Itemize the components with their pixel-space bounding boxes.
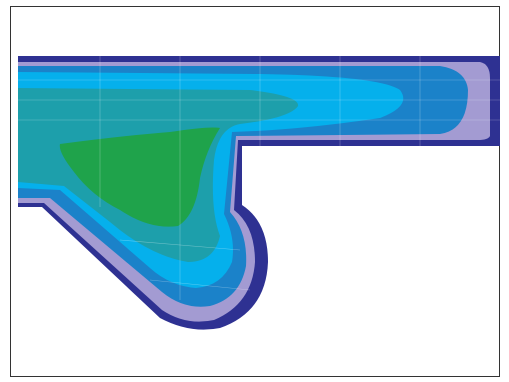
contour-band — [59, 127, 221, 227]
mesh — [18, 56, 500, 300]
